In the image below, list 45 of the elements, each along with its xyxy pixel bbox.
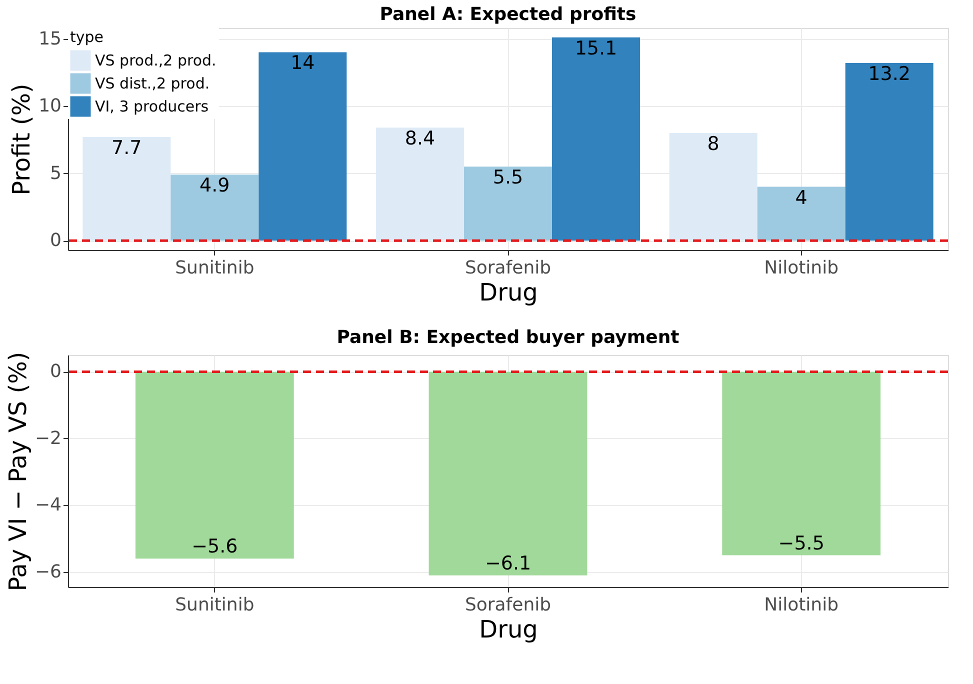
bar <box>552 37 640 241</box>
bar <box>464 166 552 241</box>
bar <box>170 174 259 241</box>
data-label: 14 <box>290 52 315 74</box>
data-label: 15.1 <box>574 37 618 60</box>
data-label: 13.2 <box>868 62 910 85</box>
legend-label: VS prod.,2 prod. <box>95 52 216 70</box>
bar <box>376 128 464 241</box>
x-tick-label: Sorafenib <box>464 258 552 278</box>
y-tick-label: 0 <box>50 230 62 252</box>
y-tick-label: 5 <box>50 162 62 184</box>
x-tick-label: Nilotinib <box>764 594 839 616</box>
bar <box>669 132 758 241</box>
x-tick-label: Sorafenib <box>464 594 552 616</box>
chart-title: Panel A: Expected profits <box>380 4 636 25</box>
data-label: 4.9 <box>200 174 230 197</box>
legend-label: VI, 3 producers <box>95 98 209 116</box>
y-tick-label: 15 <box>38 28 62 50</box>
chart-title: Panel B: Expected buyer payment <box>336 327 680 348</box>
legend-label: VS dist.,2 prod. <box>95 74 210 92</box>
data-label: 8 <box>707 132 720 155</box>
data-label: 5.5 <box>492 166 524 189</box>
y-tick-label: 0 <box>50 361 62 382</box>
x-axis-title: Drug <box>479 616 538 644</box>
y-tick-label: 10 <box>38 96 62 117</box>
bar <box>845 62 934 241</box>
legend-title: type <box>70 28 104 46</box>
data-label: −6.1 <box>484 552 532 574</box>
bar <box>82 136 171 241</box>
y-tick-label: −2 <box>34 428 62 449</box>
data-label: 4 <box>795 186 808 209</box>
y-axis-title: Pay VI − Pay VS (%) <box>4 352 32 592</box>
data-label: −5.6 <box>192 536 238 558</box>
y-tick-label: −6 <box>34 561 62 582</box>
y-axis-title: Profit (%) <box>8 84 36 196</box>
x-tick-label: Sunitinib <box>175 258 254 278</box>
bar <box>757 186 846 241</box>
data-label: 7.7 <box>112 136 142 159</box>
y-tick-label: −4 <box>34 494 62 516</box>
bar <box>258 52 347 241</box>
x-tick-label: Sunitinib <box>175 594 254 616</box>
data-label: −5.5 <box>778 532 824 554</box>
x-tick-label: Nilotinib <box>764 258 839 278</box>
x-axis-title: Drug <box>479 278 538 306</box>
data-label: 8.4 <box>404 128 436 150</box>
